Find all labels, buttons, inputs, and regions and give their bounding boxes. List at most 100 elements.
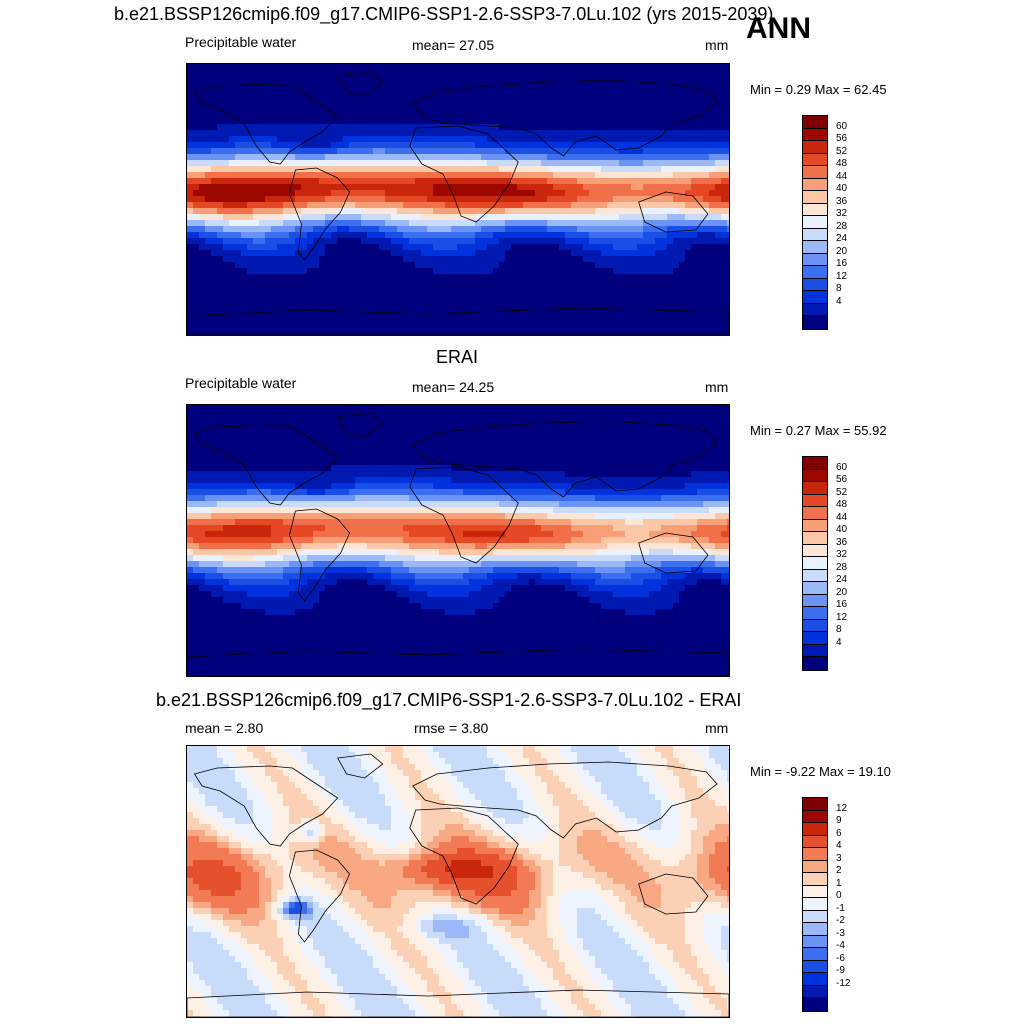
heat-cell — [385, 268, 392, 275]
heat-cell — [643, 142, 650, 149]
heat-cell — [247, 429, 254, 436]
heat-cell — [391, 64, 398, 71]
heat-cell — [253, 322, 260, 329]
heat-cell — [661, 304, 668, 311]
heat-cell — [583, 124, 590, 131]
heat-cell — [277, 196, 284, 203]
heat-cell — [301, 262, 308, 269]
heat-cell — [601, 106, 608, 113]
heat-cell — [187, 304, 194, 311]
heat-cell — [439, 423, 446, 430]
heat-cell — [451, 220, 458, 227]
heat-cell — [583, 106, 590, 113]
heat-cell — [235, 202, 242, 209]
heat-cell — [565, 316, 572, 323]
heat-cell — [493, 316, 500, 323]
heat-cell — [673, 226, 680, 233]
heat-cell — [499, 280, 506, 287]
heat-cell — [481, 118, 488, 125]
heat-cell — [505, 334, 512, 335]
heat-cell — [487, 435, 494, 442]
heat-cell — [421, 322, 428, 329]
heat-cell — [433, 70, 440, 77]
heat-cell — [337, 441, 344, 448]
heat-cell — [589, 244, 596, 251]
panel2-mean: mean= 24.25 — [412, 379, 495, 395]
heat-cell — [385, 100, 392, 107]
heat-cell — [439, 411, 446, 418]
heat-cell — [439, 435, 446, 442]
heat-cell — [583, 423, 590, 430]
heat-cell — [193, 184, 200, 191]
heat-cell — [559, 154, 566, 161]
heat-cell — [283, 154, 290, 161]
heat-cell — [421, 310, 428, 317]
heat-cell — [475, 238, 482, 245]
heat-cell — [451, 232, 458, 239]
heat-cell — [583, 70, 590, 77]
heat-cell — [271, 244, 278, 251]
heat-cell — [511, 268, 518, 275]
heat-cell — [253, 82, 260, 89]
heat-cell — [391, 435, 398, 442]
heat-cell — [427, 274, 434, 281]
heat-cell — [481, 220, 488, 227]
heat-cell — [679, 435, 686, 442]
heat-cell — [613, 429, 620, 436]
heat-cell — [271, 136, 278, 143]
heat-cell — [427, 232, 434, 239]
heat-cell — [679, 184, 686, 191]
heat-cell — [481, 292, 488, 299]
heat-cell — [349, 112, 356, 119]
heat-cell — [247, 196, 254, 203]
heat-cell — [715, 70, 722, 77]
heat-cell — [463, 124, 470, 131]
heat-cell — [391, 214, 398, 221]
heat-cell — [517, 441, 524, 448]
heat-cell — [235, 405, 242, 412]
panel1-variable: Precipitable water — [185, 34, 297, 50]
heat-cell — [475, 220, 482, 227]
heat-cell — [331, 184, 338, 191]
heat-cell — [217, 196, 224, 203]
heat-cell — [193, 232, 200, 239]
heat-cell — [553, 94, 560, 101]
heat-cell — [493, 184, 500, 191]
heat-cell — [301, 441, 308, 448]
heat-cell — [721, 124, 728, 131]
heat-cell — [223, 178, 230, 185]
heat-cell — [511, 274, 518, 281]
heat-cell — [535, 202, 542, 209]
heat-cell — [301, 190, 308, 197]
heat-cell — [577, 190, 584, 197]
heat-cell — [661, 286, 668, 293]
heat-cell — [253, 64, 260, 71]
heat-cell — [631, 100, 638, 107]
heat-cell — [391, 166, 398, 173]
heat-cell — [247, 256, 254, 263]
heat-cell — [403, 190, 410, 197]
heat-cell — [607, 423, 614, 430]
heat-cell — [643, 417, 650, 424]
heat-cell — [673, 292, 680, 299]
heat-cell — [559, 286, 566, 293]
heat-cell — [337, 262, 344, 269]
heat-cell — [217, 190, 224, 197]
heat-cell — [703, 118, 710, 125]
heat-cell — [331, 202, 338, 209]
heat-cell — [595, 238, 602, 245]
heat-cell — [577, 316, 584, 323]
heat-cell — [295, 453, 302, 460]
heat-cell — [421, 226, 428, 233]
heat-cell — [307, 435, 314, 442]
heat-cell — [463, 262, 470, 269]
heat-cell — [277, 334, 284, 335]
heat-cell — [403, 423, 410, 430]
heat-cell — [205, 316, 212, 323]
heat-cell — [559, 118, 566, 125]
heat-cell — [337, 274, 344, 281]
heat-cell — [583, 148, 590, 155]
heat-cell — [439, 190, 446, 197]
heat-cell — [637, 316, 644, 323]
heat-cell — [247, 70, 254, 77]
